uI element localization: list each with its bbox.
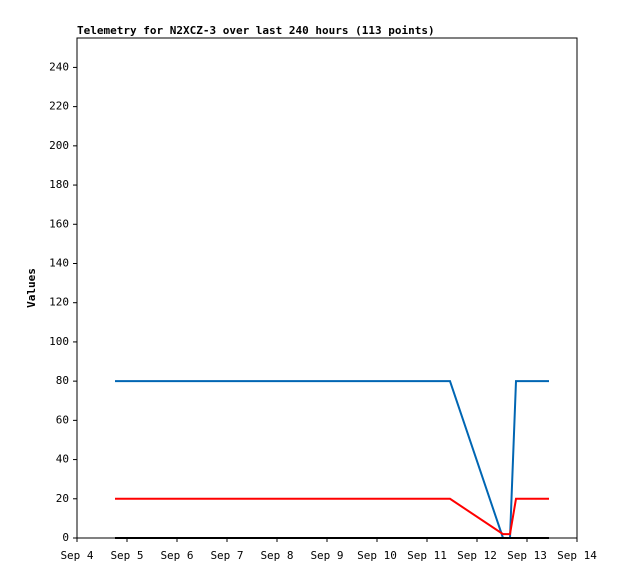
x-tick-label: Sep 8	[260, 549, 293, 562]
plot-frame	[76, 37, 578, 539]
y-tick-label: 20	[56, 492, 69, 505]
y-tick-label: 160	[49, 217, 69, 230]
y-tick-label: 80	[56, 374, 69, 387]
y-tick-label: 40	[56, 453, 69, 466]
y-tick-label: 220	[49, 100, 69, 113]
x-tick-label: Sep 12	[457, 549, 497, 562]
y-tick-label: 0	[62, 531, 69, 544]
y-axis-label: Values	[25, 268, 38, 308]
y-tick-label: 200	[49, 139, 69, 152]
x-tick-label: Sep 5	[110, 549, 143, 562]
chart-title: Telemetry for N2XCZ-3 over last 240 hour…	[77, 24, 435, 37]
x-tick-label: Sep 9	[310, 549, 343, 562]
x-tick-label: Sep 6	[160, 549, 193, 562]
series-line	[115, 380, 549, 539]
y-tick-label: 240	[49, 60, 69, 73]
y-tick-label: 60	[56, 413, 69, 426]
y-tick-label: 180	[49, 178, 69, 191]
y-tick-label: 120	[49, 296, 69, 309]
x-tick-label: Sep 11	[407, 549, 447, 562]
y-tick-label: 100	[49, 335, 69, 348]
y-tick-label: 140	[49, 256, 69, 269]
x-tick-label: Sep 4	[60, 549, 93, 562]
x-tick-label: Sep 10	[357, 549, 397, 562]
x-tick-label: Sep 7	[210, 549, 243, 562]
series-line	[115, 497, 549, 536]
x-tick-label: Sep 14	[557, 549, 597, 562]
x-tick-label: Sep 13	[507, 549, 547, 562]
